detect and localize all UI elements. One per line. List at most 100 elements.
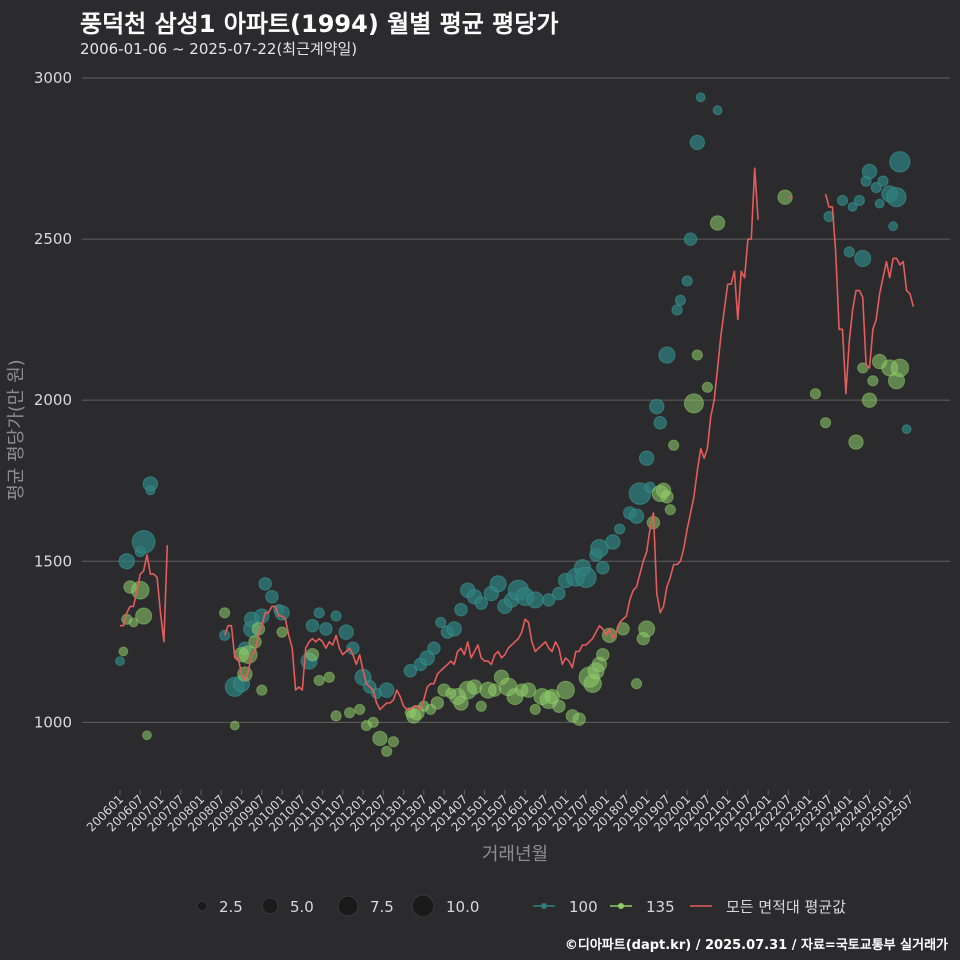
color-legend-label: 135 xyxy=(646,898,675,916)
bubble-135 xyxy=(305,647,320,662)
bubble-100 xyxy=(689,134,706,151)
bubble-100 xyxy=(681,275,693,287)
bubble-100 xyxy=(118,553,135,570)
bubble-100 xyxy=(489,575,507,593)
bubble-135 xyxy=(367,716,379,728)
bubble-135 xyxy=(520,682,537,698)
x-axis-title: 거래년월 xyxy=(482,844,548,865)
bubble-135 xyxy=(691,349,703,361)
bubble-100 xyxy=(901,424,912,435)
bubble-100 xyxy=(258,577,272,591)
bubble-100 xyxy=(435,616,447,629)
bubble-100 xyxy=(886,187,907,208)
bubble-135 xyxy=(809,388,822,400)
size-legend-dot xyxy=(337,895,359,917)
y-tick-label: 2500 xyxy=(34,230,72,248)
bubble-135 xyxy=(556,680,575,700)
bubble-100 xyxy=(115,656,125,667)
bubble-135 xyxy=(219,607,231,619)
bubble-135 xyxy=(330,710,342,722)
size-legend: 2.5 5.0 7.5 10.0 xyxy=(196,894,479,918)
chart-subtitle: 2006-01-06 ~ 2025-07-22(최근계약일) xyxy=(80,40,358,58)
bubble-135 xyxy=(276,626,288,638)
bubble-100 xyxy=(614,523,626,535)
bubble-100 xyxy=(671,304,683,316)
bubble-135 xyxy=(118,646,129,657)
bubble-135 xyxy=(660,490,674,504)
bubble-135 xyxy=(466,679,483,695)
y-axis-title: 평균 평당가(만 원) xyxy=(6,359,27,500)
average-line xyxy=(223,167,759,711)
bubble-100 xyxy=(454,602,468,617)
size-legend-label: 5.0 xyxy=(290,898,314,916)
bubble-100 xyxy=(638,450,655,466)
bubble-135 xyxy=(142,730,152,741)
bubble-100 xyxy=(628,508,645,524)
bubble-100 xyxy=(861,163,878,180)
bubble-135 xyxy=(701,381,714,393)
y-tick-label: 3000 xyxy=(34,69,72,87)
bubble-100 xyxy=(836,194,849,207)
bubble-135 xyxy=(890,358,910,378)
bubble-100 xyxy=(254,608,270,624)
color-legend-dot xyxy=(541,903,547,909)
bubble-135 xyxy=(430,696,445,710)
bubble-135 xyxy=(229,720,240,731)
bubble-135 xyxy=(820,417,832,429)
bubble-100 xyxy=(313,607,325,619)
bubble-135 xyxy=(323,671,335,683)
size-legend-label: 10.0 xyxy=(446,898,479,916)
legend: 2.5 5.0 7.5 10.0 100 135 모든 면적대 평균값 xyxy=(196,894,846,918)
bubble-100 xyxy=(474,596,488,610)
size-legend-dot xyxy=(411,894,435,918)
bubble-135 xyxy=(683,393,704,414)
bubble-100 xyxy=(823,210,835,223)
bubble-135 xyxy=(128,617,139,628)
bubble-100 xyxy=(265,589,279,604)
bubble-100 xyxy=(712,105,723,116)
bubble-135 xyxy=(861,392,878,408)
bubble-100 xyxy=(874,198,885,209)
y-tick-label: 1000 xyxy=(34,713,72,731)
bubble-135 xyxy=(354,703,366,716)
bubble-100 xyxy=(889,151,911,173)
bubble-100 xyxy=(305,618,320,633)
source-caption: ©디아파트(dapt.kr) / 2025.07.31 / 자료=국토교통부 실… xyxy=(564,938,948,953)
bubble-100 xyxy=(552,586,566,601)
bubble-100 xyxy=(854,249,872,267)
bubble-100 xyxy=(145,485,156,496)
bubble-100 xyxy=(542,593,556,607)
series-135-layer xyxy=(118,189,910,757)
bubble-135 xyxy=(313,674,325,687)
bubble-100 xyxy=(683,232,698,246)
bubble-100 xyxy=(658,346,676,364)
bubble-135 xyxy=(238,645,258,665)
color-legend: 100 135 모든 면적대 평균값 xyxy=(533,898,846,916)
bubble-100 xyxy=(319,622,333,636)
bubble-135 xyxy=(135,607,153,625)
bubble-100 xyxy=(653,415,667,430)
series-100-layer xyxy=(115,92,912,699)
bubble-135 xyxy=(381,745,393,757)
bubble-135 xyxy=(867,375,879,387)
bubble-100 xyxy=(674,294,687,306)
average-line xyxy=(824,193,915,395)
bubble-135 xyxy=(709,215,726,231)
bubble-100 xyxy=(888,221,899,232)
grid-layer xyxy=(82,77,950,723)
bubble-100 xyxy=(847,201,858,212)
bubble-100 xyxy=(131,530,156,554)
bubble-100 xyxy=(877,175,889,187)
bubble-100 xyxy=(843,246,855,258)
bubble-135 xyxy=(529,703,541,716)
bubble-100 xyxy=(649,398,665,415)
bubble-135 xyxy=(572,712,586,726)
bubble-135 xyxy=(638,620,656,638)
bubble-135 xyxy=(248,635,262,649)
size-legend-label: 7.5 xyxy=(370,898,394,916)
bubble-100 xyxy=(526,591,544,609)
y-tick-label: 1500 xyxy=(34,552,72,570)
average-line xyxy=(120,545,169,643)
